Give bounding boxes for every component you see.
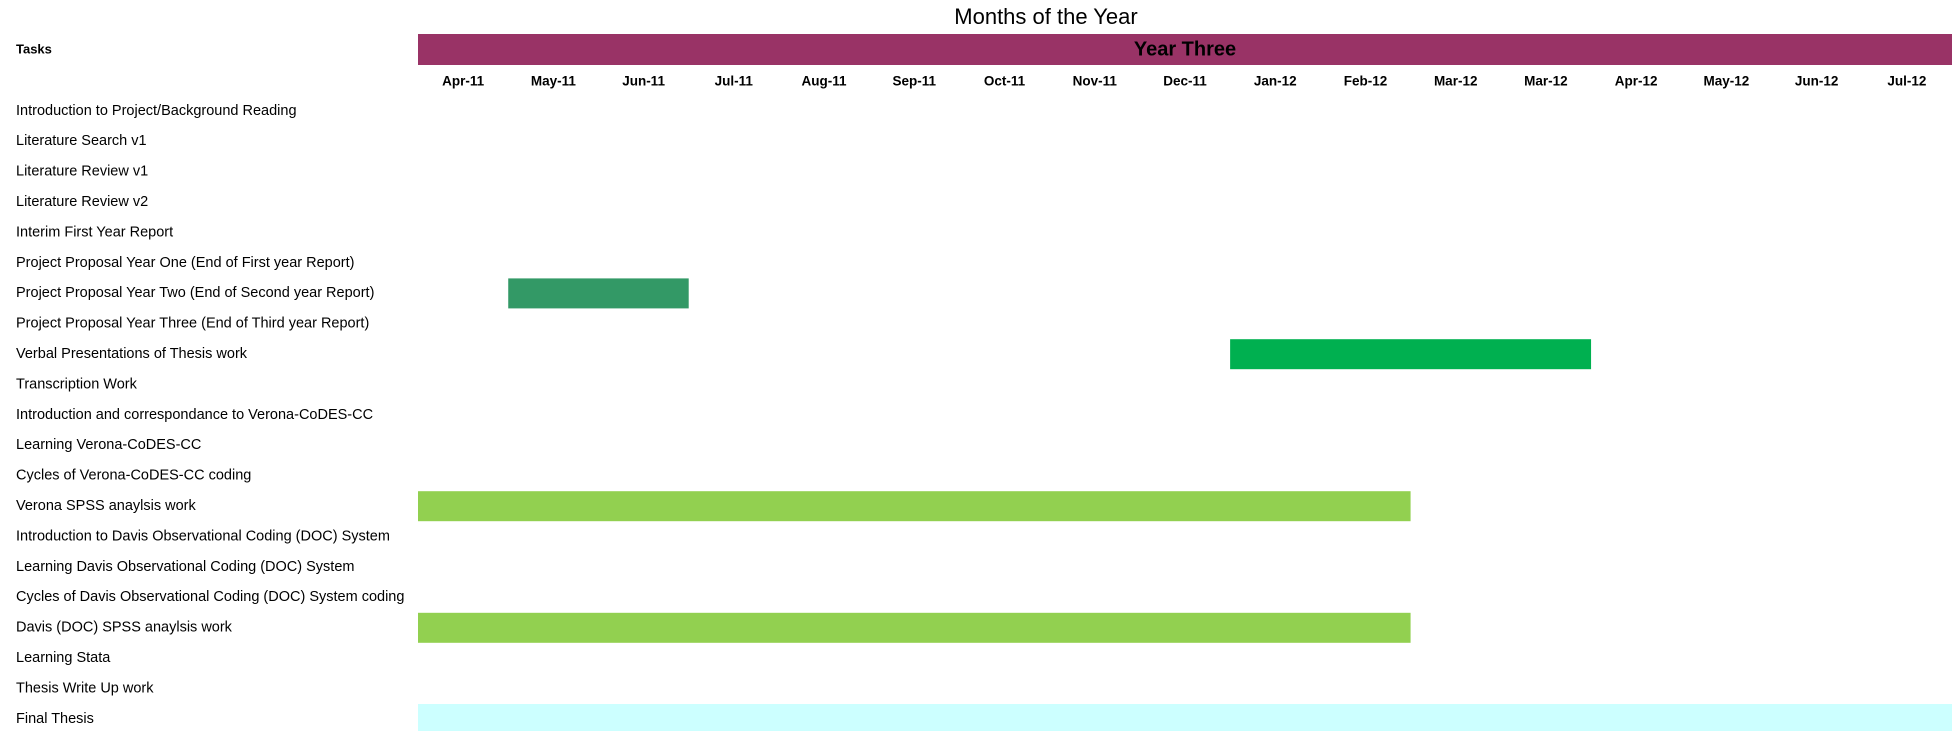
task-label: Literature Search v1: [16, 133, 147, 149]
task-label: Introduction and correspondance to Veron…: [16, 407, 373, 423]
task-label: Literature Review v2: [16, 194, 148, 210]
header-label: Year Three: [1134, 38, 1236, 60]
month-label: May-11: [531, 74, 577, 89]
task-label: Interim First Year Report: [16, 224, 173, 240]
task-label: Verona SPSS anaylsis work: [16, 498, 196, 514]
task-label: Literature Review v1: [16, 164, 148, 180]
month-label: Mar-12: [1434, 74, 1478, 89]
month-label: Dec-11: [1163, 74, 1207, 89]
month-label: Aug-11: [802, 74, 848, 89]
task-label: Project Proposal Year One (End of First …: [16, 255, 355, 271]
task-bar: [418, 704, 1952, 734]
month-label: Jun-12: [1795, 74, 1839, 89]
task-label: Transcription Work: [16, 376, 138, 392]
task-bar: [418, 612, 1411, 643]
header-band: [418, 34, 1952, 65]
task-label: Learning Verona-CoDES-CC: [16, 437, 201, 453]
month-label: Jul-12: [1887, 74, 1926, 89]
month-label: Apr-11: [442, 74, 485, 89]
month-label: Apr-12: [1615, 74, 1658, 89]
month-label: Jun-11: [622, 74, 665, 89]
task-label: Cycles of Davis Observational Coding (DO…: [16, 589, 404, 605]
task-label: Cycles of Verona-CoDES-CC coding: [16, 468, 251, 484]
task-label: Verbal Presentations of Thesis work: [16, 346, 248, 362]
task-label: Final Thesis: [16, 711, 94, 727]
task-bar: [508, 278, 689, 309]
task-label: Project Proposal Year Three (End of Thir…: [16, 316, 369, 332]
month-label: Jul-11: [715, 74, 754, 89]
month-label: Nov-11: [1073, 74, 1118, 89]
task-label: Learning Stata: [16, 650, 111, 666]
task-label: Thesis Write Up work: [16, 680, 154, 696]
chart-title: Months of the Year: [954, 4, 1137, 29]
month-label: Oct-11: [984, 74, 1026, 89]
task-label: Learning Davis Observational Coding (DOC…: [16, 559, 354, 575]
task-column-header: Tasks: [16, 41, 52, 56]
month-label: Feb-12: [1344, 74, 1388, 89]
task-label: Introduction to Project/Background Readi…: [16, 103, 297, 119]
month-label: Jan-12: [1254, 74, 1297, 89]
task-bar: [418, 491, 1411, 522]
month-label: Sep-11: [893, 74, 937, 89]
month-label: May-12: [1704, 74, 1750, 89]
month-label: Mar-12: [1524, 74, 1568, 89]
task-label: Project Proposal Year Two (End of Second…: [16, 285, 374, 301]
task-label: Davis (DOC) SPSS anaylsis work: [16, 620, 233, 636]
task-bar: [1230, 339, 1592, 370]
task-label: Introduction to Davis Observational Codi…: [16, 528, 390, 544]
